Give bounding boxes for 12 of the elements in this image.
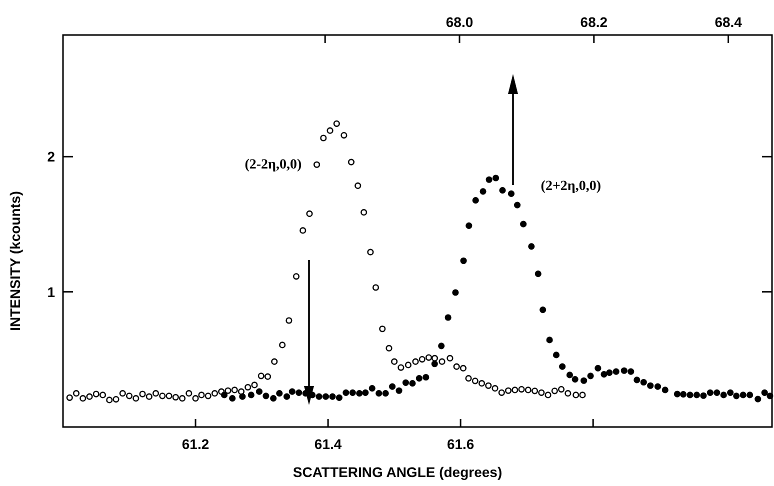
x2-tick-label: 68.0 [446, 14, 474, 30]
y-tick-label: 1 [47, 284, 56, 300]
x2-tick-label: 68.2 [580, 14, 608, 30]
x2-tick-label: 68.4 [714, 14, 742, 30]
x-tick-label: 61.4 [314, 436, 342, 452]
x-tick-label: 61.6 [446, 436, 474, 452]
y-tick-label: 2 [47, 148, 56, 165]
annotation: (2+2η,0,0) [540, 179, 602, 194]
x-axis-title: SCATTERING ANGLE (degrees) [292, 464, 502, 480]
y-axis-title: INTENSITY (kcounts) [7, 191, 23, 331]
annotation: (2-2η,0,0) [244, 158, 302, 173]
x-tick-label: 61.2 [182, 436, 210, 452]
